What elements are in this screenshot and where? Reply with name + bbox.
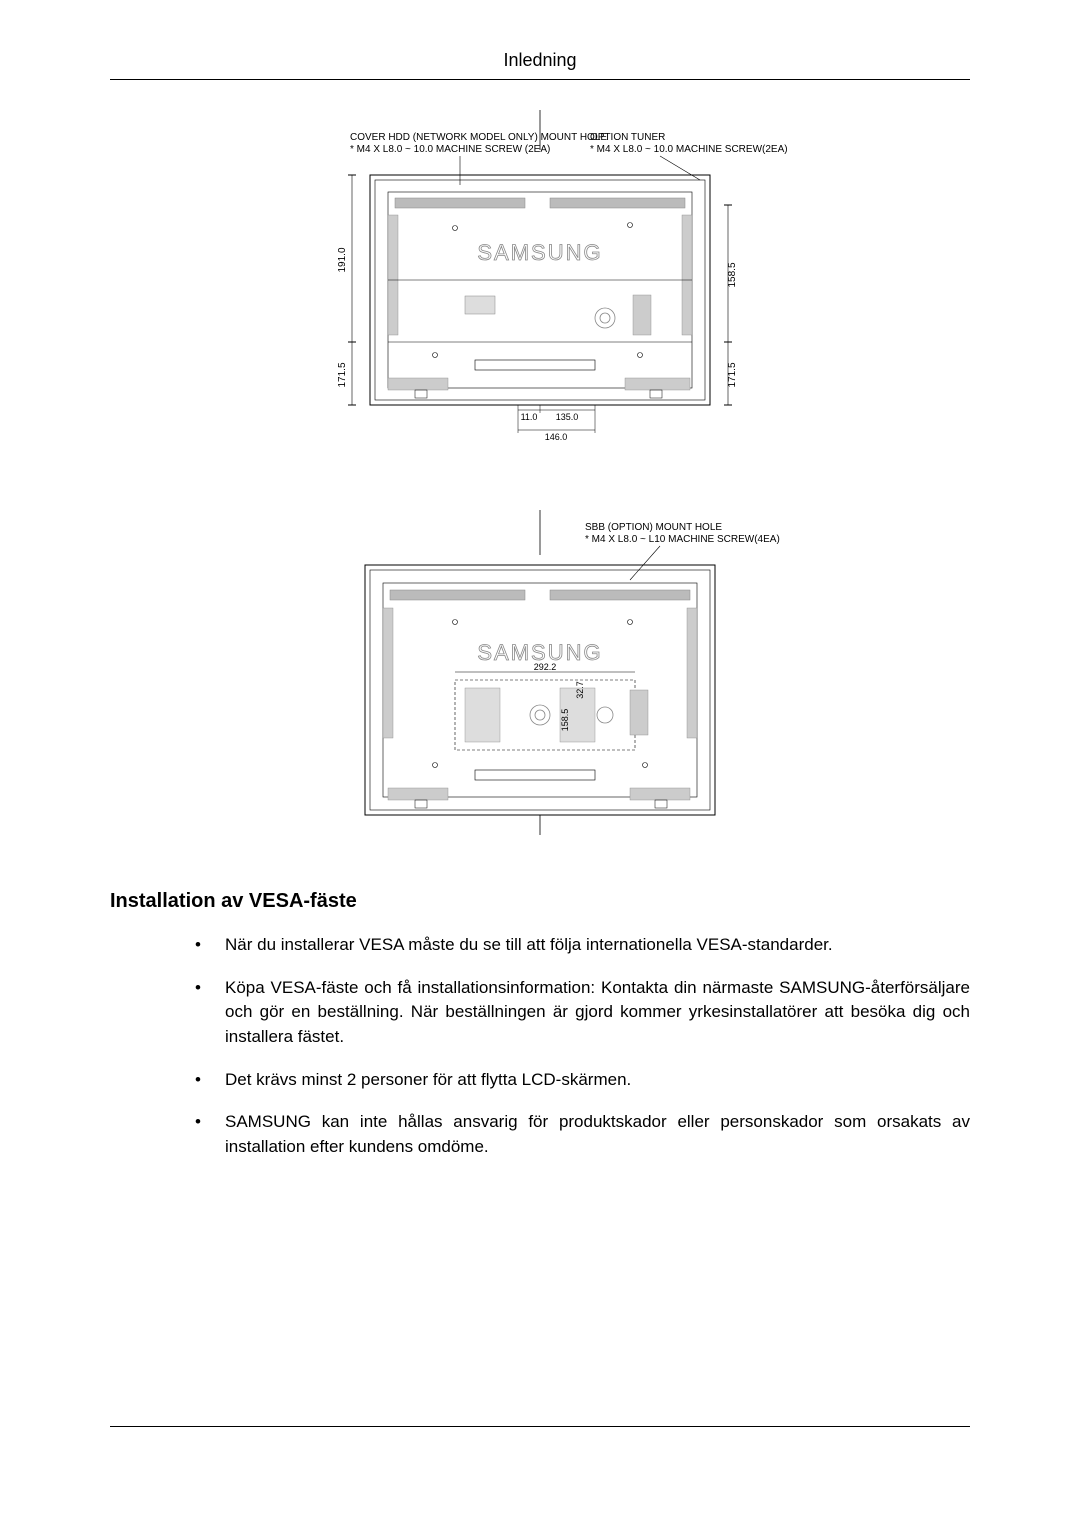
d1-dim-left-upper: 191.0: [337, 247, 348, 272]
d1-logo: SAMSUNG: [477, 240, 602, 265]
d1-label-right-l1: OPTION TUNER: [590, 132, 665, 143]
list-item: SAMSUNG kan inte hållas ansvarig för pro…: [195, 1110, 970, 1159]
d1-dim-right-lower: 171.5: [727, 362, 738, 387]
footer-rule: [110, 1426, 970, 1427]
list-item: Det krävs minst 2 personer för att flytt…: [195, 1068, 970, 1093]
diagram-2: SBB (OPTION) MOUNT HOLE * M4 X L8.0 ~ L1…: [260, 510, 820, 850]
d2-label-l1: SBB (OPTION) MOUNT HOLE: [585, 522, 722, 533]
list-item: Köpa VESA-fäste och få installationsinfo…: [195, 976, 970, 1050]
header-title: Inledning: [503, 50, 576, 70]
page-header: Inledning: [110, 50, 970, 80]
d2-label-l2: * M4 X L8.0 ~ L10 MACHINE SCREW(4EA): [585, 534, 780, 545]
d2-dim-292: 292.2: [534, 662, 557, 672]
section-heading: Installation av VESA-fäste: [110, 890, 970, 913]
d1-dim-right-upper: 158.5: [727, 262, 738, 287]
d1-dim-left-lower: 171.5: [337, 362, 348, 387]
bullet-list: När du installerar VESA måste du se till…: [110, 933, 970, 1159]
diagrams-container: COVER HDD (NETWORK MODEL ONLY) MOUNT HOL…: [110, 110, 970, 850]
d2-dim-158: 158.5: [560, 709, 570, 732]
diagram-1: COVER HDD (NETWORK MODEL ONLY) MOUNT HOL…: [260, 110, 820, 470]
d1-label-left-l1: COVER HDD (NETWORK MODEL ONLY) MOUNT HOL…: [350, 132, 607, 143]
d1-dim-146: 146.0: [545, 432, 568, 442]
d1-label-left-l2: * M4 X L8.0 ~ 10.0 MACHINE SCREW (2EA): [350, 144, 550, 155]
list-item: När du installerar VESA måste du se till…: [195, 933, 970, 958]
d1-dim-11: 11.0: [521, 412, 538, 422]
d1-dim-135: 135.0: [556, 412, 579, 422]
d1-label-right-l2: * M4 X L8.0 ~ 10.0 MACHINE SCREW(2EA): [590, 144, 788, 155]
d2-dim-32: 32.7: [575, 681, 585, 699]
